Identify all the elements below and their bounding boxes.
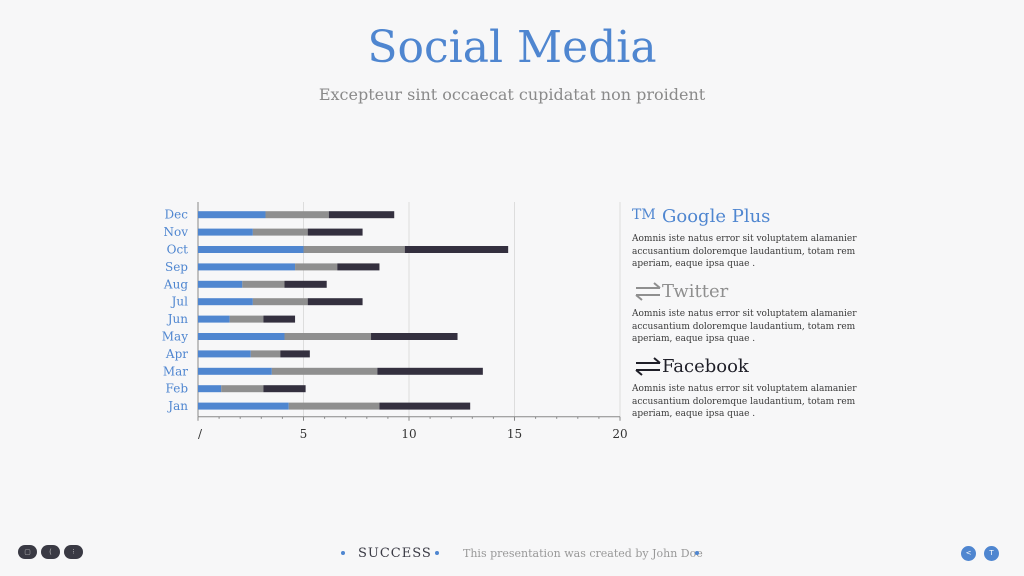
bar-segment — [379, 402, 471, 410]
bar-segment — [242, 280, 285, 288]
bar-segment — [229, 315, 264, 323]
footer-dot — [341, 551, 345, 555]
bar-segment — [337, 263, 380, 271]
y-tick-label: May — [162, 330, 188, 344]
bar-segment — [303, 246, 405, 253]
bar-segment — [198, 315, 230, 323]
prev-slide-button[interactable]: < — [961, 546, 976, 561]
x-tick-label: 5 — [300, 427, 308, 441]
y-tick-label: Aug — [163, 277, 188, 291]
bar-segment — [284, 280, 327, 288]
bar-segment — [198, 402, 289, 410]
y-tick-label: Feb — [166, 382, 189, 396]
social-text-twitter: Aomnis iste natus error sit voluptatem a… — [632, 309, 857, 344]
y-tick-label: Jun — [166, 312, 189, 326]
social-text-google-plus: Aomnis iste natus error sit voluptatem a… — [632, 234, 857, 269]
y-tick-label: Oct — [167, 243, 189, 257]
bar-segment — [307, 228, 363, 236]
social-google-plus: TM Google Plus Aomnis iste natus error s… — [632, 203, 862, 271]
x-tick-label: / — [198, 427, 203, 441]
bar-segment — [295, 263, 338, 271]
footer-credit: This presentation was created by John Do… — [463, 547, 703, 560]
stacked-bar-chart: / 5 10 15 20 Jan Feb Mar Apr May Jun Jul Aug Sep Oct No… — [162, 202, 628, 441]
bar-segment — [198, 298, 253, 306]
bar-segment — [284, 333, 372, 340]
bar-segment — [198, 333, 285, 340]
social-name-twitter: Twitter — [662, 280, 729, 302]
slide-title: Social Media — [367, 22, 657, 73]
bar-segment — [263, 385, 306, 393]
bar-segment — [198, 280, 243, 288]
google-plus-icon: TM — [632, 205, 662, 227]
social-text-facebook: Aomnis iste natus error sit voluptatem a… — [632, 384, 857, 419]
google-plus-glyph: TM — [632, 207, 656, 223]
bar-segment — [280, 350, 310, 358]
bar-segment — [252, 298, 308, 306]
bar-segment — [371, 333, 458, 340]
bar-segment — [198, 228, 253, 236]
twitter-icon — [632, 280, 662, 302]
x-tick-label: 15 — [507, 427, 522, 441]
next-slide-button[interactable]: T — [984, 546, 999, 561]
bar-segment — [198, 385, 222, 393]
bar-segment — [221, 385, 264, 393]
y-tick-label: Nov — [163, 225, 188, 239]
y-tick-label: Jan — [166, 399, 188, 413]
y-tick-label: Jul — [170, 295, 189, 309]
bar-segment — [198, 263, 296, 271]
footer-left-buttons: ▢ ( ⁝ — [18, 545, 83, 559]
x-tick-label: 20 — [612, 427, 627, 441]
social-twitter: Twitter Aomnis iste natus error sit volu… — [632, 278, 862, 346]
bar-segment — [250, 350, 281, 358]
social-facebook: Facebook Aomnis iste natus error sit vol… — [632, 353, 862, 421]
bar-segment — [404, 246, 509, 253]
footer-dot — [695, 551, 699, 555]
bar-segment — [263, 315, 296, 323]
bar-segment — [265, 211, 329, 219]
y-tick-label: Apr — [165, 347, 188, 361]
bar-segment — [252, 228, 308, 236]
y-tick-label: Dec — [165, 208, 189, 222]
bar-segment — [377, 367, 483, 375]
social-name-google-plus: Google Plus — [662, 205, 771, 227]
y-tick-label: Sep — [165, 260, 188, 274]
slide-subtitle: Excepteur sint occaecat cupidatat non pr… — [318, 85, 706, 104]
bar-segment — [198, 211, 266, 219]
bar-segment — [198, 367, 272, 375]
bar-segment — [288, 402, 380, 410]
social-name-facebook: Facebook — [662, 355, 749, 377]
bar-segment — [307, 298, 363, 306]
footer-button-3[interactable]: ⁝ — [64, 545, 83, 559]
bar-segment — [198, 246, 304, 253]
y-tick-label: Mar — [163, 364, 188, 378]
bar-segment — [198, 350, 251, 358]
footer-button-2[interactable]: ( — [41, 545, 60, 559]
bar-segment — [271, 367, 378, 375]
bar-segment — [328, 211, 395, 219]
facebook-icon — [632, 355, 662, 377]
x-tick-label: 10 — [401, 427, 416, 441]
footer-button-1[interactable]: ▢ — [18, 545, 37, 559]
footer-dot — [435, 551, 439, 555]
footer-brand: SUCCESS — [358, 546, 432, 561]
